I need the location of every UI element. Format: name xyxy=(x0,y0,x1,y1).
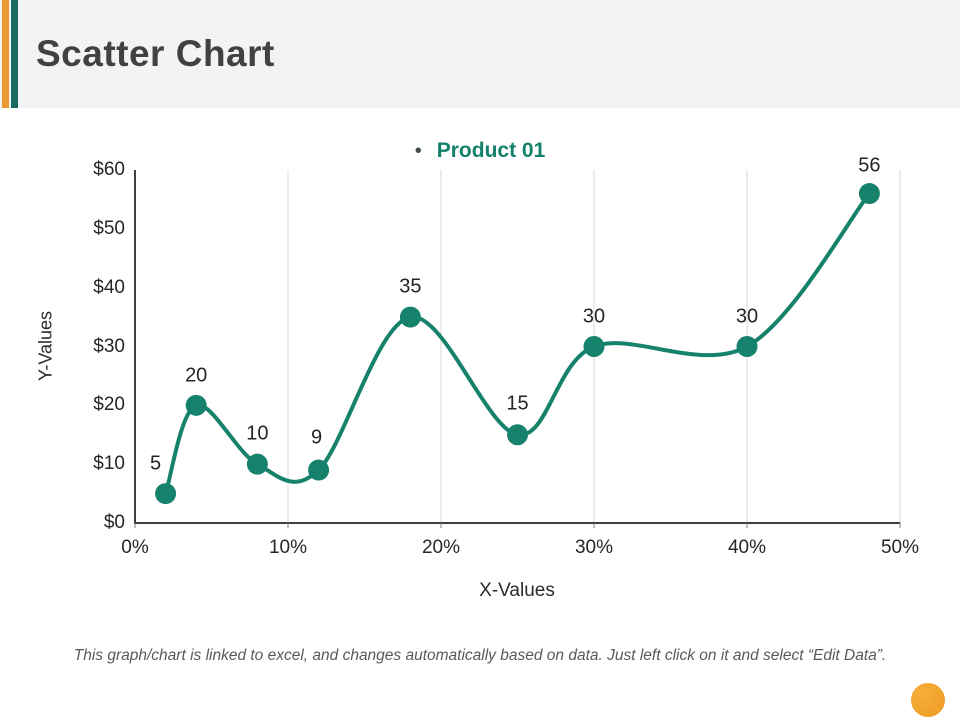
series-line xyxy=(163,191,872,496)
data-point-marker[interactable] xyxy=(858,183,880,205)
data-point-marker[interactable] xyxy=(308,459,330,481)
x-tick-label: 20% xyxy=(421,537,461,558)
data-point-label: 35 xyxy=(399,275,422,298)
accent-stripe-teal xyxy=(11,0,18,108)
x-tick-label: 40% xyxy=(727,537,767,558)
data-point-marker[interactable] xyxy=(507,424,528,446)
page-title: Scatter Chart xyxy=(36,33,275,74)
data-point-marker[interactable] xyxy=(583,336,605,357)
x-axis-title: X-Values xyxy=(479,580,555,601)
data-point-marker[interactable] xyxy=(185,394,207,416)
chart-legend[interactable]: • Product 01 xyxy=(0,136,960,166)
slide-header: Scatter Chart xyxy=(0,0,960,108)
data-point-marker[interactable] xyxy=(736,336,758,357)
y-tick-label: $50 xyxy=(93,217,125,239)
data-point-label: 5 xyxy=(150,452,162,475)
x-tick-label: 0% xyxy=(121,537,149,558)
y-tick-label: $40 xyxy=(93,276,125,298)
data-point-label: 30 xyxy=(735,305,759,327)
data-point-label: 9 xyxy=(311,426,323,449)
data-point-label: 15 xyxy=(506,392,529,415)
accent-stripe-orange xyxy=(2,0,9,108)
data-point-label: 10 xyxy=(246,422,269,445)
data-point-label: 30 xyxy=(582,305,606,327)
legend-marker-icon: • xyxy=(414,140,422,162)
data-point-marker[interactable] xyxy=(155,483,177,505)
y-tick-label: $20 xyxy=(93,394,125,416)
x-tick-label: 10% xyxy=(268,537,308,558)
y-tick-label: $10 xyxy=(93,453,125,475)
y-tick-label: $60 xyxy=(93,159,125,180)
y-axis-title: Y-Values xyxy=(35,310,56,382)
y-tick-label: $30 xyxy=(93,335,125,357)
data-point-label: 56 xyxy=(858,154,881,177)
x-tick-label: 30% xyxy=(574,537,614,558)
decorative-circle xyxy=(911,683,945,717)
x-tick-label: 50% xyxy=(880,537,920,558)
legend-series-label: Product 01 xyxy=(436,139,546,162)
data-point-marker[interactable] xyxy=(246,453,268,475)
y-tick-label: $0 xyxy=(103,512,125,533)
data-point-label: 20 xyxy=(185,364,208,387)
data-point-marker[interactable] xyxy=(399,306,421,328)
footnote: This graph/chart is linked to excel, and… xyxy=(73,647,887,664)
